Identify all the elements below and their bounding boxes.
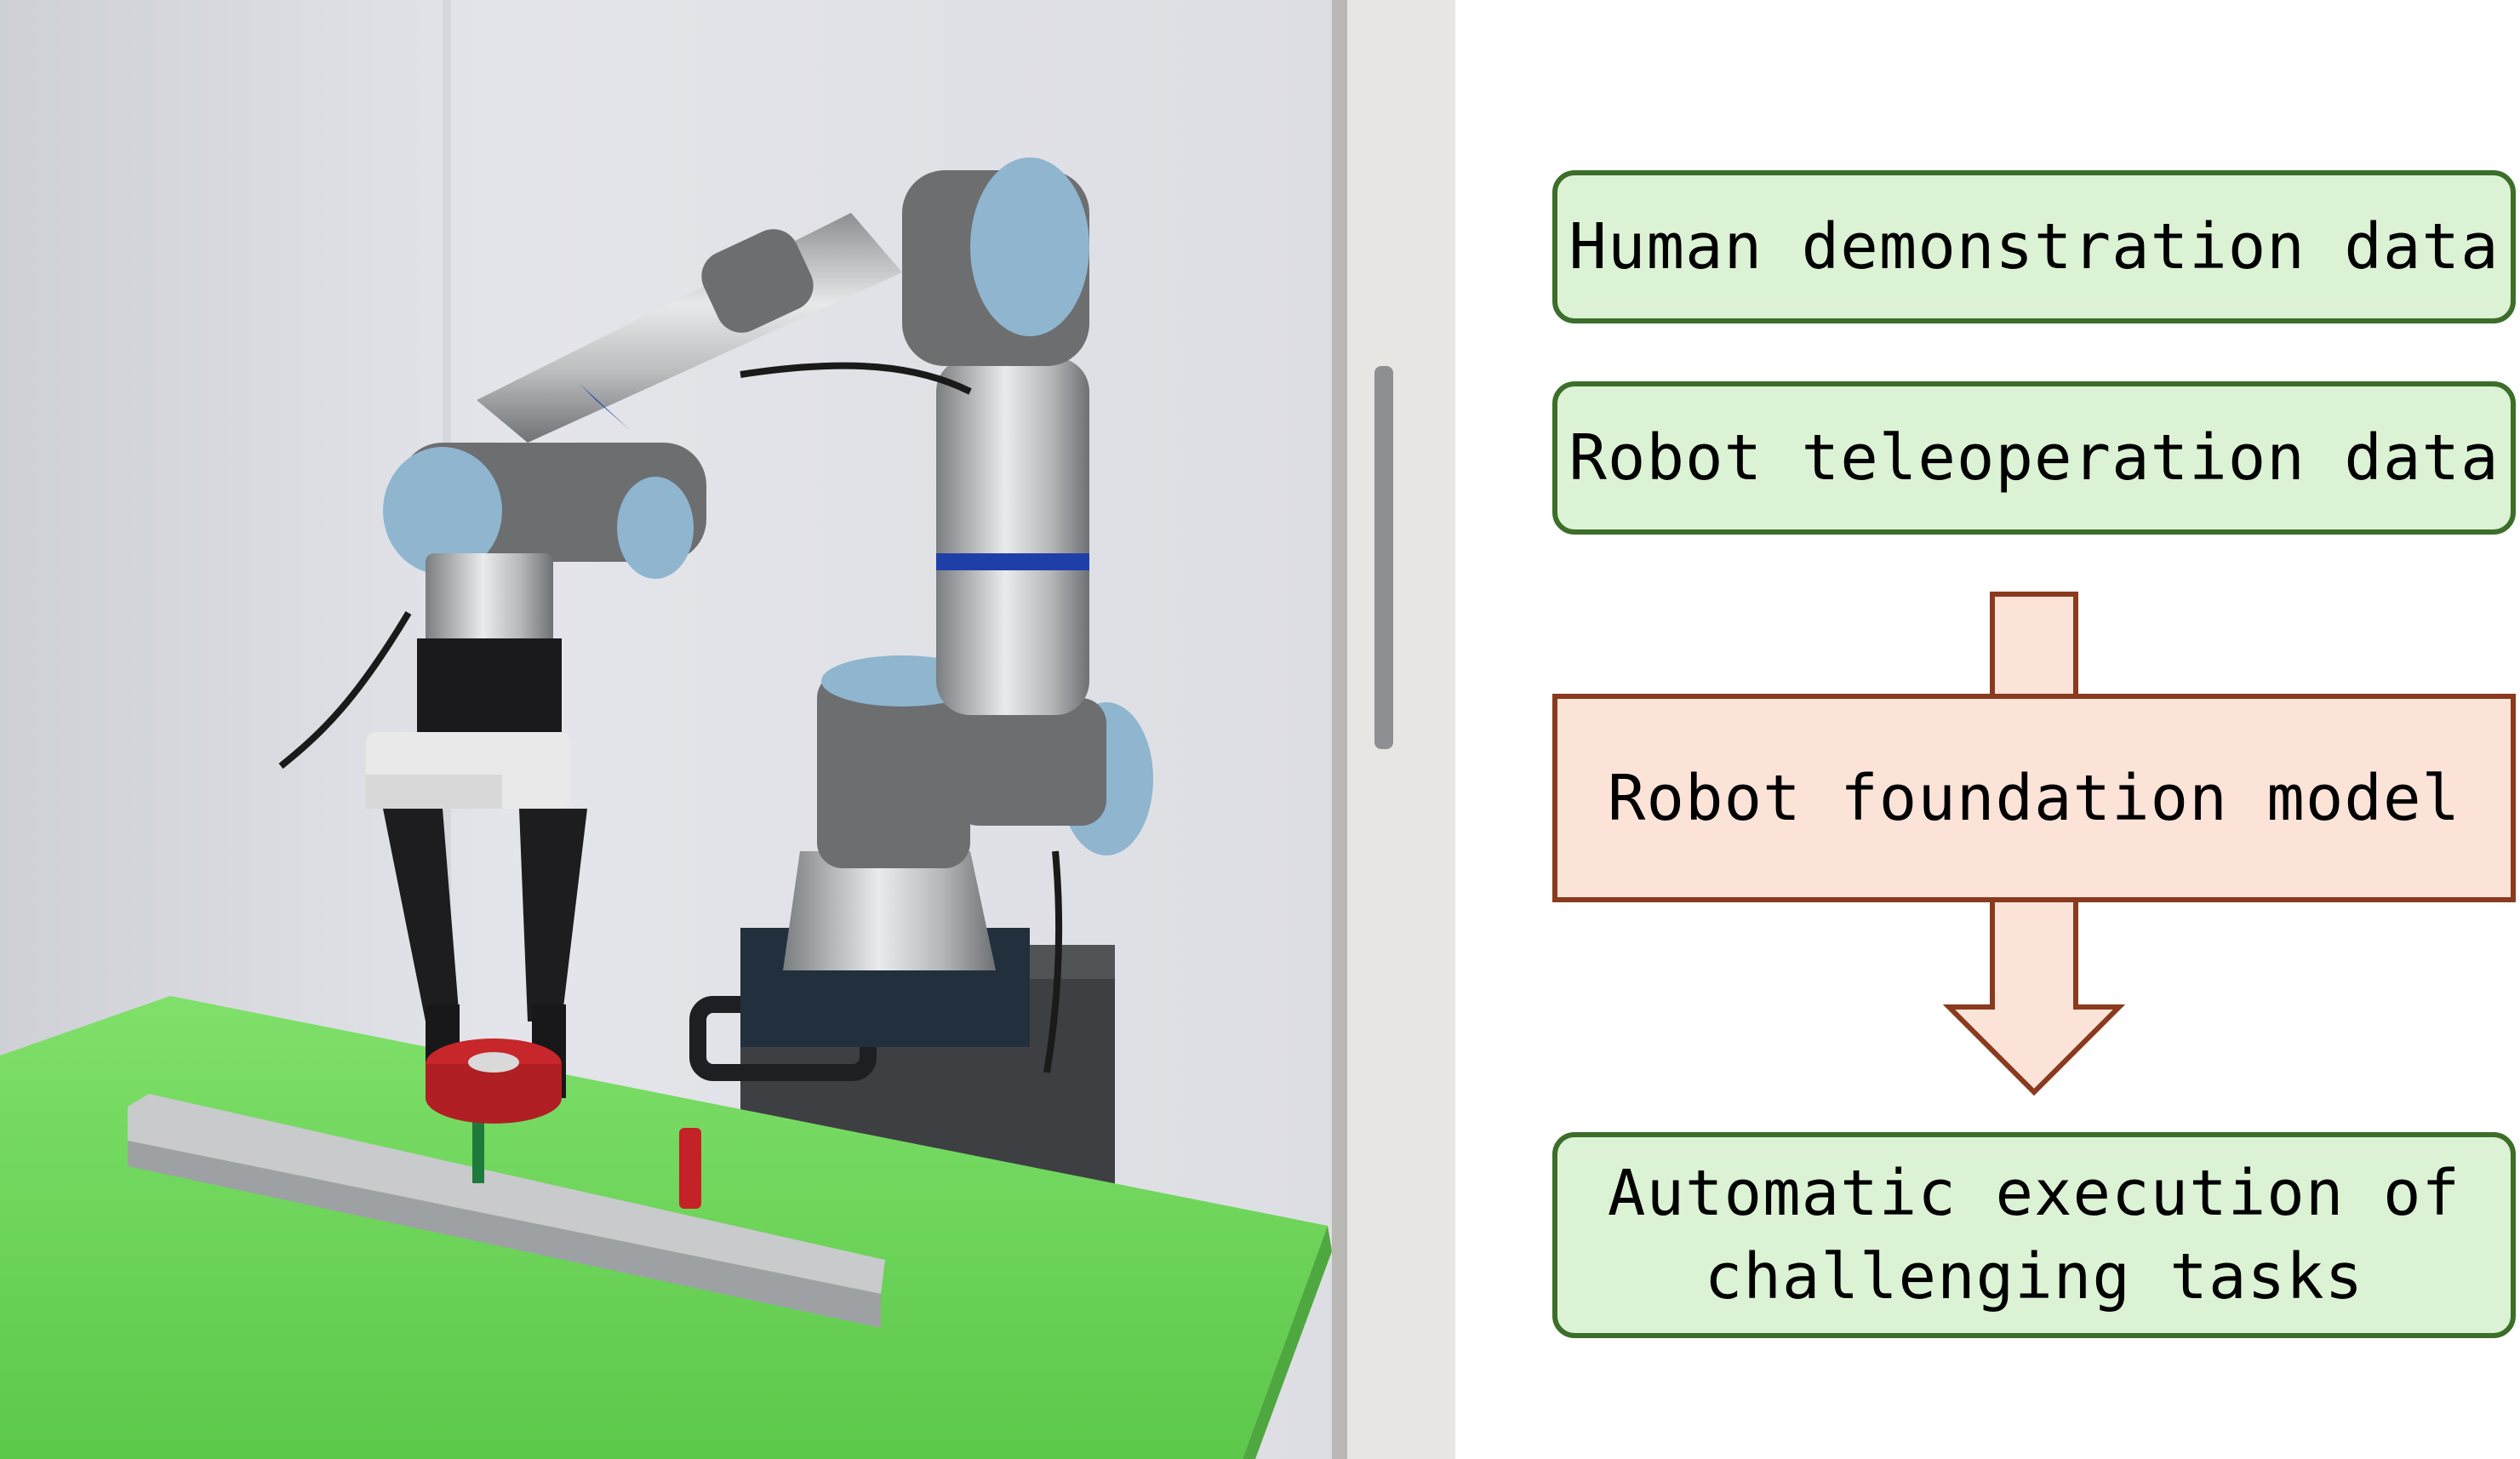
human-demonstration-label: Human demonstration data [1569, 210, 2500, 283]
robot-arm-photo [0, 0, 1455, 1459]
door-handle [1374, 366, 1393, 749]
flow-diagram: Human demonstration data Robot teleopera… [1455, 0, 2520, 1459]
robot-foundation-model-box: Robot foundation model [1552, 694, 2516, 902]
automatic-execution-line-2: challenging tasks [1704, 1240, 2364, 1313]
robot-foundation-model-label: Robot foundation model [1607, 761, 2461, 835]
aluminium-rail [128, 1094, 885, 1294]
automatic-execution-box: Automatic execution of challenging tasks [1552, 1132, 2516, 1338]
automatic-execution-label: Automatic execution of challenging tasks [1608, 1152, 2460, 1319]
arrow-into-model [1990, 592, 2078, 699]
robot-teleoperation-label: Robot teleoperation data [1569, 421, 2500, 495]
human-demonstration-data-box: Human demonstration data [1552, 170, 2516, 323]
door-frame [1345, 0, 1455, 1459]
arrow-to-output [1942, 897, 2126, 1096]
red-peg [679, 1128, 701, 1209]
robot-teleoperation-data-box: Robot teleoperation data [1552, 381, 2516, 535]
automatic-execution-line-1: Automatic execution of [1607, 1157, 2461, 1230]
